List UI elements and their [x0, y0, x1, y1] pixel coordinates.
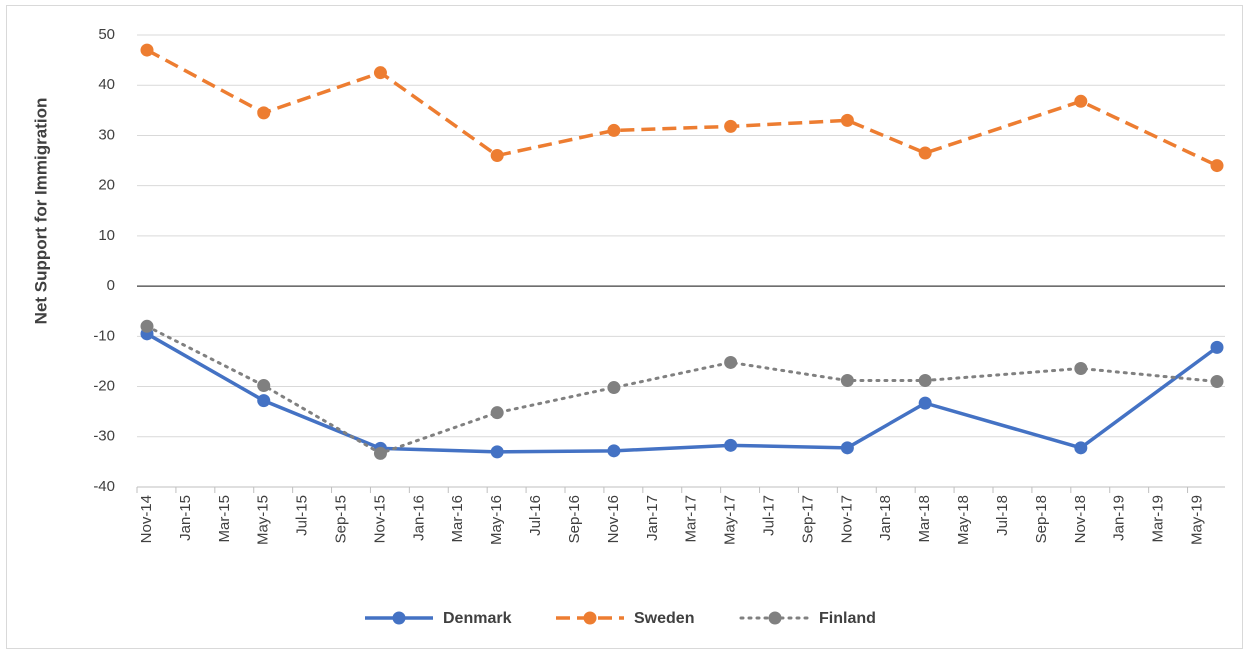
data-point: [257, 379, 271, 393]
series-line: [146, 48, 1218, 168]
x-tick-label: Jan-18: [877, 495, 894, 541]
x-tick-label: Mar-18: [916, 495, 933, 543]
data-point: [490, 445, 504, 459]
x-tick-label: Jan-17: [644, 495, 661, 541]
x-tick-label: Sep-16: [566, 495, 583, 543]
x-tick-label: May-19: [1189, 495, 1206, 545]
x-tick-label: Sep-17: [799, 495, 816, 543]
x-tick-label: Nov-17: [838, 495, 855, 543]
y-tick-label: -20: [93, 378, 115, 395]
y-tick-label: 40: [98, 76, 115, 93]
data-point: [724, 119, 738, 133]
data-point: [840, 113, 854, 127]
y-tick-label: 10: [98, 227, 115, 244]
data-point: [840, 441, 854, 455]
x-tick-label: Sep-15: [333, 495, 350, 543]
legend-text: Sweden: [634, 610, 694, 627]
data-point: [1210, 375, 1224, 389]
data-point: [1210, 340, 1224, 354]
x-tick-label: Jul-15: [294, 495, 311, 536]
data-point: [373, 66, 387, 80]
chart-border: [6, 5, 1243, 649]
data-point: [1074, 441, 1088, 455]
y-tick-label: -30: [93, 428, 115, 445]
y-axis-label: Net Support for Immigration: [31, 98, 50, 325]
data-point: [140, 319, 154, 333]
x-tick-label: Mar-19: [1150, 495, 1167, 543]
data-point: [607, 444, 621, 458]
data-point: [607, 123, 621, 137]
x-tick-label: Jul-18: [994, 495, 1011, 536]
data-point: [724, 355, 738, 369]
y-tick-label: -40: [93, 478, 115, 495]
x-tick-label: May-15: [255, 495, 272, 545]
data-point: [918, 374, 932, 388]
legend-marker: [392, 611, 406, 625]
data-point: [373, 446, 387, 460]
data-point: [257, 106, 271, 120]
y-tick-label: 30: [98, 126, 115, 143]
x-tick-label: Jan-19: [1111, 495, 1128, 541]
x-tick-label: Nov-18: [1072, 495, 1089, 543]
legend-text: Denmark: [443, 610, 512, 627]
data-point: [607, 381, 621, 395]
x-tick-label: May-17: [722, 495, 739, 545]
x-tick-label: May-18: [955, 495, 972, 545]
x-tick-label: May-16: [488, 495, 505, 545]
data-point: [490, 406, 504, 420]
x-tick-label: Jan-16: [410, 495, 427, 541]
series-line: [145, 324, 1219, 455]
data-point: [140, 43, 154, 57]
data-point: [724, 438, 738, 452]
legend-marker: [583, 611, 597, 625]
data-point: [1074, 361, 1088, 375]
data-point: [1210, 159, 1224, 173]
x-tick-label: Jul-17: [761, 495, 778, 536]
data-point: [490, 149, 504, 163]
y-tick-label: 20: [98, 177, 115, 194]
data-point: [918, 396, 932, 410]
x-tick-label: Jul-16: [527, 495, 544, 536]
data-point: [840, 374, 854, 388]
legend-text: Finland: [819, 610, 876, 627]
series-line: [146, 332, 1219, 454]
x-tick-label: Mar-15: [216, 495, 233, 543]
x-tick-label: Mar-16: [449, 495, 466, 543]
legend-marker: [768, 611, 782, 625]
x-tick-label: Sep-18: [1033, 495, 1050, 543]
x-tick-label: Jan-15: [177, 495, 194, 541]
x-tick-label: Nov-16: [605, 495, 622, 543]
y-tick-label: 0: [107, 277, 115, 294]
y-tick-label: 50: [98, 26, 115, 43]
data-point: [1074, 94, 1088, 108]
x-tick-label: Nov-14: [138, 495, 155, 543]
data-point: [257, 394, 271, 408]
x-tick-label: Mar-17: [683, 495, 700, 543]
data-point: [918, 146, 932, 160]
y-tick-label: -10: [93, 327, 115, 344]
x-tick-label: Nov-15: [371, 495, 388, 543]
